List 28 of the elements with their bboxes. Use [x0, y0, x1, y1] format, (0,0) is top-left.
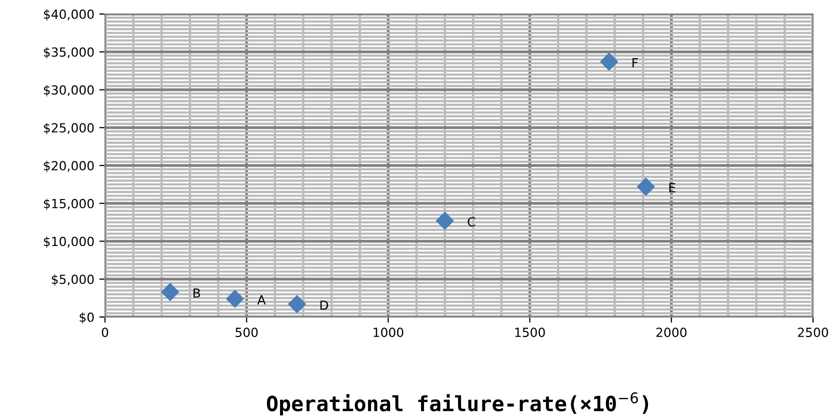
- point: [436, 212, 454, 230]
- annotation: B: [194, 288, 200, 298]
- point: [226, 290, 244, 308]
- y-tick-label: $10,000: [44, 236, 94, 248]
- point: [600, 52, 618, 71]
- point: [288, 295, 306, 314]
- y-tick-label: $15,000: [44, 198, 94, 210]
- point: [637, 178, 655, 196]
- annotation: C: [468, 217, 476, 227]
- annotation: E: [669, 183, 676, 192]
- y-tick-label: $35,000: [44, 47, 94, 58]
- y-tick-label: $30,000: [44, 85, 94, 96]
- annotation: F: [632, 58, 638, 68]
- y-tick-label: $25,000: [44, 122, 94, 134]
- x-tick-label: 2000: [656, 328, 686, 338]
- y-tick-label: $0: [80, 312, 94, 324]
- y-tick-label: $20,000: [44, 160, 94, 172]
- y-tick-label: $5,000: [52, 274, 94, 286]
- x-tick-label: 2500: [798, 328, 828, 338]
- y-tick-label: $40,000: [44, 9, 94, 21]
- point: [161, 283, 180, 301]
- x-tick-label: 0: [102, 328, 108, 338]
- x-tick-label: 1500: [515, 328, 545, 338]
- x-tick-label: 1000: [374, 328, 404, 338]
- x-axis-title: Operational failure-rate(×10$^{−6}$): [266, 392, 648, 416]
- annotation: A: [257, 295, 266, 304]
- x-tick-label: 500: [236, 328, 258, 338]
- annotation: D: [320, 300, 328, 310]
